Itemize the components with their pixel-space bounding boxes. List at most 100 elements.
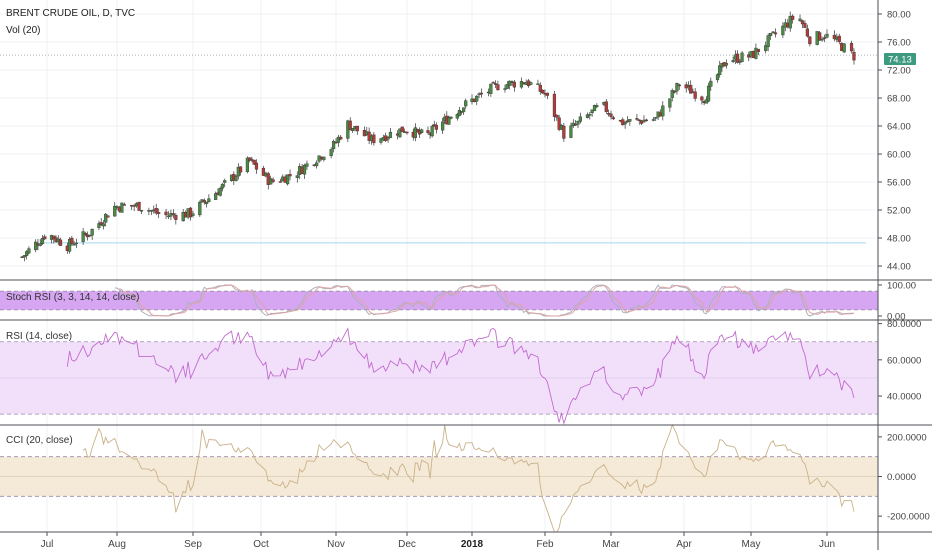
cci-axis-label: -200.0000 (887, 512, 930, 523)
candle-body (512, 81, 516, 88)
candle-body (552, 93, 557, 117)
price-axis-label: 68.00 (887, 94, 911, 105)
candle-body (693, 91, 697, 99)
candle-body (479, 92, 484, 95)
candle-body (400, 126, 404, 133)
candle-body (248, 157, 252, 161)
candle-body (88, 234, 92, 237)
candle-body (590, 109, 594, 114)
price-axis-label: 44.00 (887, 262, 911, 273)
candle-body (538, 84, 542, 92)
candle-body (97, 223, 101, 228)
candle-body (670, 90, 674, 98)
price-axis-label: 76.00 (887, 38, 911, 49)
indicator-lines (66, 284, 855, 533)
candle-body (22, 255, 27, 258)
candle-body (372, 134, 376, 144)
candle-body (505, 84, 509, 89)
candle-body (661, 105, 665, 117)
candle-body (74, 242, 78, 245)
candle-body (398, 128, 402, 138)
rsi-title: RSI (14, close) (6, 331, 72, 342)
candle-body (837, 35, 841, 42)
candle-body (106, 215, 110, 218)
candle-body (805, 28, 809, 37)
candle-body (81, 231, 85, 242)
candle-body (355, 125, 359, 132)
cci-title: CCI (20, close) (6, 435, 73, 446)
candle-body (254, 162, 259, 170)
month-label: Mar (602, 539, 620, 550)
candle-body (798, 18, 802, 22)
candle-body (252, 159, 256, 165)
current-price-label: 74.13 (888, 55, 912, 66)
candle-body (489, 83, 493, 94)
candle-body (348, 120, 352, 131)
candle-body (569, 125, 573, 138)
price-axis-label: 80.00 (887, 10, 911, 21)
candle-body (557, 117, 561, 130)
month-label: Jul (41, 539, 54, 550)
chart-subtitle: Vol (20) (6, 25, 40, 36)
price-axis-label: 48.00 (887, 234, 911, 245)
grid-lines (0, 0, 878, 532)
candle-body (43, 236, 47, 240)
candle-body (204, 201, 209, 205)
candle-body (508, 80, 512, 86)
candle-body (738, 61, 742, 63)
candle-body (214, 193, 218, 200)
candle-body (541, 89, 545, 94)
candle-body (724, 62, 729, 66)
candle-body (90, 228, 94, 236)
candle-body (455, 113, 459, 119)
candle-body (441, 121, 445, 131)
candle-body (261, 167, 266, 176)
candle-body (545, 92, 549, 96)
candle-body (706, 85, 711, 102)
candle-body (245, 157, 249, 172)
candle-body (493, 83, 498, 85)
candle-body (113, 205, 117, 217)
candle-body (139, 210, 144, 212)
month-label: Dec (398, 539, 416, 550)
price-axis-label: 72.00 (887, 66, 911, 77)
candle-body (329, 149, 333, 157)
candle-body (651, 119, 655, 121)
price-candles (20, 11, 856, 262)
candle-body (628, 119, 632, 122)
candle-body (388, 131, 393, 138)
candle-body (822, 37, 827, 39)
candle-body (430, 126, 434, 137)
stoch-axis-label: 100.00 (887, 281, 916, 292)
stoch-band (0, 291, 878, 310)
candle-body (576, 120, 580, 125)
candle-body (220, 183, 225, 189)
candle-body (788, 15, 792, 29)
candle-body (592, 104, 597, 112)
candle-body (555, 114, 559, 118)
candle-body (529, 82, 533, 85)
candle-body (457, 110, 462, 116)
candle-body (562, 125, 566, 139)
candle-body (202, 200, 206, 203)
candle-body (157, 212, 161, 214)
candle-body (623, 122, 627, 125)
month-label: Oct (253, 539, 269, 550)
candle-body (198, 201, 202, 216)
candle-body (718, 65, 722, 75)
candle-body (295, 175, 299, 178)
candle-body (234, 176, 238, 181)
candle-body (40, 238, 45, 244)
candle-body (754, 47, 758, 59)
candle-body (820, 38, 824, 41)
candle-body (496, 84, 500, 91)
candle-body (449, 116, 453, 119)
candle-body (20, 256, 24, 258)
current-price-marker: 74.13 (884, 53, 916, 66)
month-label: May (742, 539, 761, 550)
candle-body (503, 88, 507, 90)
month-label: 2018 (461, 539, 484, 550)
candle-body (331, 141, 336, 150)
candle-body (585, 114, 590, 118)
